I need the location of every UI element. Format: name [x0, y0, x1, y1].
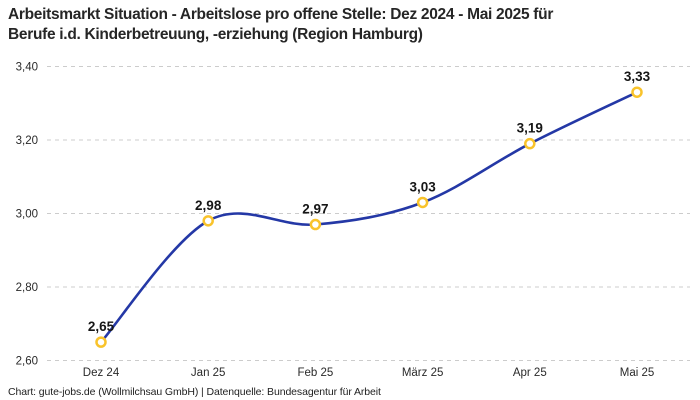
data-point-marker	[309, 218, 322, 231]
x-axis-tick-label: März 25	[402, 367, 444, 379]
data-value-label: 2,97	[302, 202, 328, 217]
data-point-markers-group	[95, 86, 643, 348]
data-point-marker	[631, 86, 643, 98]
x-axis-labels-group: Dez 24 Jan 25 Feb 25 März 25 Apr 25 Mai 25	[83, 367, 654, 379]
data-point-marker	[524, 137, 536, 150]
x-axis-tick-label: Apr 25	[513, 367, 547, 379]
page-title-line-1: Arbeitsmarkt Situation - Arbeitslose pro…	[8, 6, 554, 23]
x-axis-tick-label: Mai 25	[620, 367, 655, 379]
x-axis-tick-label: Feb 25	[297, 367, 333, 379]
line-series-path	[99, 90, 639, 344]
y-axis-tick-label: 3,40	[16, 62, 38, 74]
gridlines-group	[47, 66, 690, 361]
data-value-label: 3,03	[409, 179, 436, 194]
y-axis-tick-label: 3,20	[16, 135, 38, 147]
data-value-label: 2,98	[195, 198, 222, 213]
data-point-marker	[95, 336, 107, 348]
chart-svg: 2,60 2,80 3,00 3,20 3,40 Dez 24 Jan 25 Feb 25 M…	[16, 62, 690, 379]
y-axis-tick-label: 2,60	[16, 356, 38, 368]
page-title: Arbeitsmarkt Situation - Arbeitslose pro…	[8, 5, 668, 45]
data-value-labels-group: 2,65 2,98 2,97 3,03 3,19 3,33	[88, 69, 651, 334]
data-value-label: 3,33	[624, 69, 651, 84]
y-axis-labels-group: 2,60 2,80 3,00 3,20 3,40	[16, 62, 38, 368]
y-axis-tick-label: 3,00	[16, 209, 38, 221]
x-axis-tick-label: Dez 24	[83, 367, 120, 379]
chart-footer-attribution: Chart: gute-jobs.de (Wollmilchsau GmbH) …	[8, 386, 381, 398]
line-series-group	[99, 90, 639, 344]
data-value-label: 2,65	[88, 319, 115, 334]
page-title-line-2: Berufe i.d. Kinderbetreuung, -erziehung …	[8, 26, 423, 43]
x-axis-tick-label: Jan 25	[191, 367, 226, 379]
data-point-marker	[202, 215, 214, 227]
data-value-label: 3,19	[517, 121, 543, 136]
data-point-marker	[416, 196, 429, 209]
y-axis-tick-label: 2,80	[16, 282, 38, 294]
